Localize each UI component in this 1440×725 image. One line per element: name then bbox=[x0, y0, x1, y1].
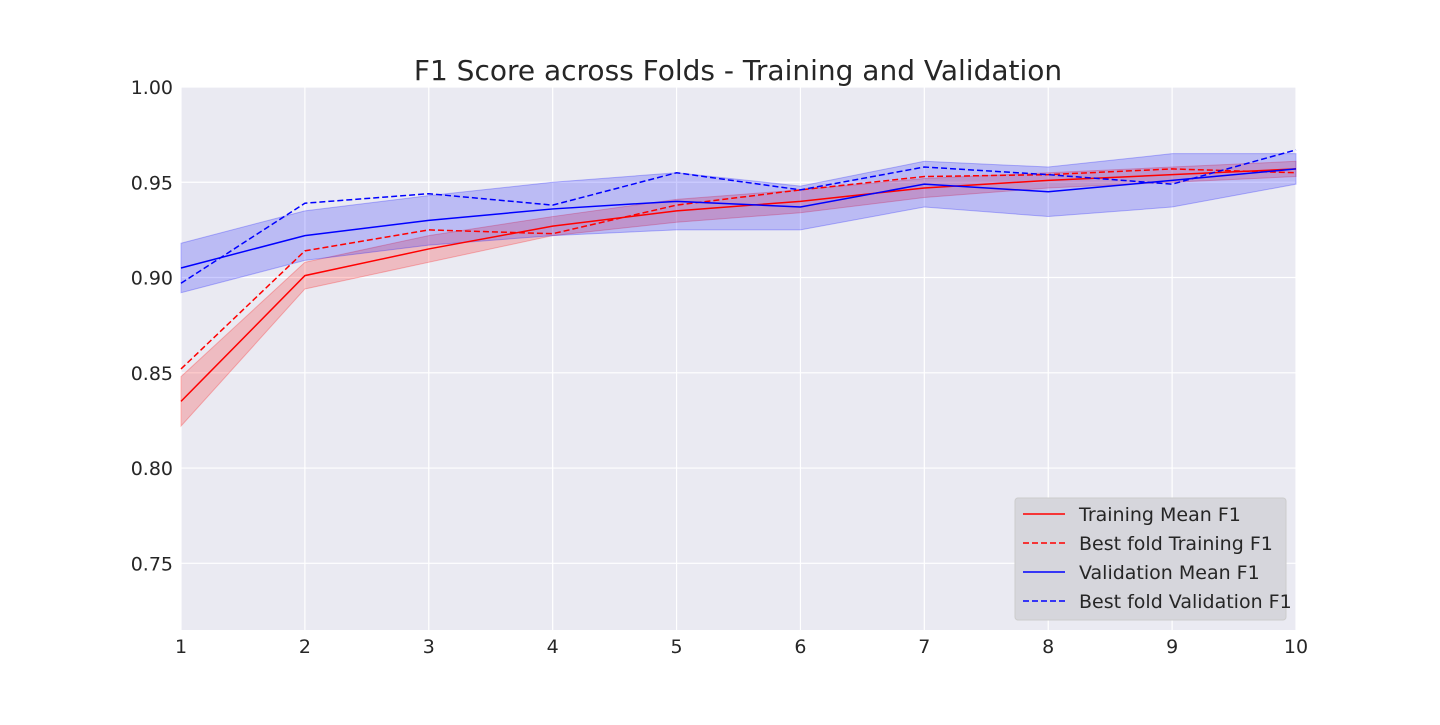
y-tick-label: 1.00 bbox=[131, 77, 173, 99]
legend: Training Mean F1 Best fold Training F1 Val… bbox=[1014, 497, 1292, 621]
series-line-best-fold-validation-f1 bbox=[180, 149, 1297, 284]
x-tick-label: 1 bbox=[175, 636, 187, 658]
x-tick-label: 4 bbox=[547, 636, 559, 658]
x-tick-label: 8 bbox=[1042, 636, 1054, 658]
x-tick-label: 2 bbox=[299, 636, 311, 658]
x-tick-label: 9 bbox=[1166, 636, 1178, 658]
series-lines bbox=[180, 149, 1297, 402]
y-tick-label: 0.90 bbox=[131, 268, 173, 290]
legend-box bbox=[1014, 497, 1287, 621]
series-line-best-fold-training-f1 bbox=[180, 168, 1297, 370]
legend-label: Validation Mean F1 bbox=[1079, 562, 1260, 584]
series-line-training-mean-f1 bbox=[180, 168, 1297, 402]
y-tick-label: 0.75 bbox=[131, 553, 173, 575]
x-tick-label: 6 bbox=[794, 636, 806, 658]
y-tick-label: 0.85 bbox=[131, 363, 173, 385]
legend-label: Training Mean F1 bbox=[1078, 504, 1241, 526]
x-tick-label: 5 bbox=[671, 636, 683, 658]
series-line-validation-mean-f1 bbox=[180, 168, 1297, 269]
legend-label: Best fold Training F1 bbox=[1079, 533, 1273, 555]
x-tick-label: 3 bbox=[423, 636, 435, 658]
y-tick-label: 0.95 bbox=[131, 172, 173, 194]
x-tick-label: 10 bbox=[1284, 636, 1308, 658]
chart-title: F1 Score across Folds - Training and Val… bbox=[414, 54, 1062, 87]
tick-labels: 1 2 3 4 5 6 7 8 9 10 0.75 0.80 0.85 0.90 0.95 1.00 bbox=[131, 77, 1308, 658]
y-tick-label: 0.80 bbox=[131, 458, 173, 480]
band-training-mean-f1 bbox=[180, 160, 1297, 428]
legend-label: Best fold Validation F1 bbox=[1079, 591, 1292, 613]
x-tick-label: 7 bbox=[918, 636, 930, 658]
